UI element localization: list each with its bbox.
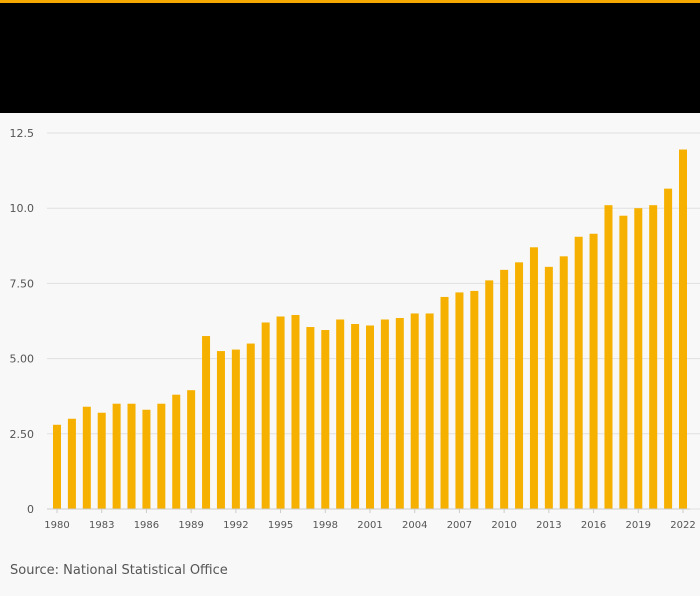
x-tick-label: 2019 [626,520,651,531]
bar-1983 [97,412,106,509]
y-tick-label: 0 [27,503,34,516]
chart-area: 0 2.50 5.00 7.50 10.0 12.5 1980 1983 1986 1989 199… [0,113,700,543]
bar-1995 [276,316,285,509]
x-tick-label: 2001 [357,520,382,531]
bar-1982 [82,406,91,509]
bar-2015 [574,236,583,509]
x-tick-label: 2022 [670,520,695,531]
bar-2022 [679,149,687,509]
x-tick-label: 2004 [402,520,427,531]
bar-1987 [157,403,166,509]
y-tick-label: 10.0 [10,202,35,215]
bar-2016 [589,233,598,509]
bar-2006 [440,296,449,509]
bar-1998 [321,330,330,509]
bar-2019 [634,208,643,509]
x-tick-label: 1986 [134,520,159,531]
bar-1980 [53,424,61,509]
bar-1992 [231,349,240,509]
bar-2021 [664,188,673,509]
chart-header-band [0,3,700,113]
x-tick-label: 1980 [44,520,69,531]
bar-1981 [67,418,76,509]
bar-2000 [351,324,360,509]
bar-2007 [455,292,464,509]
bar-1986 [142,409,151,509]
y-tick-label: 5.00 [10,353,35,366]
bar-2003 [395,317,404,509]
bar-1988 [172,394,181,509]
bar-2002 [380,319,389,509]
bar-2011 [515,262,524,509]
bar-1984 [112,403,121,509]
bar-1996 [291,314,300,509]
bar-2010 [500,269,509,509]
x-tick-label: 2010 [491,520,516,531]
bar-2020 [649,205,658,509]
bar-2013 [544,266,553,509]
bar-1994 [261,322,270,509]
bar-1985 [127,403,136,509]
bar-2008 [470,290,479,509]
bar-1993 [246,343,255,509]
bar-2001 [366,325,374,509]
x-tick-label: 1989 [178,520,203,531]
x-tick-label: 1995 [268,520,293,531]
bar-1991 [216,351,225,509]
x-tick-label: 1992 [223,520,248,531]
bar-2012 [529,247,538,510]
top-accent-bar [0,0,700,3]
x-tick-label: 1983 [89,520,114,531]
bar-1989 [187,390,196,509]
bar-chart: 0 2.50 5.00 7.50 10.0 12.5 1980 1983 1986 1989 199… [10,127,700,531]
y-tick-label: 2.50 [10,428,35,441]
x-tick-label: 2007 [447,520,472,531]
bar-2005 [425,313,434,509]
bar-2017 [604,205,613,509]
bar-1999 [336,319,345,509]
x-tick-label: 1998 [313,520,338,531]
bar-1997 [306,327,315,509]
source-note: Source: National Statistical Office [10,563,228,578]
bar-2018 [619,215,628,509]
y-tick-label: 12.5 [10,127,35,140]
bar-2009 [485,280,494,509]
bar-1990 [202,336,211,509]
y-tick-label: 7.50 [10,277,35,290]
x-tick-label: 2013 [536,520,561,531]
x-tick-label: 2016 [581,520,606,531]
bar-2014 [559,256,568,509]
bar-2004 [410,313,419,509]
